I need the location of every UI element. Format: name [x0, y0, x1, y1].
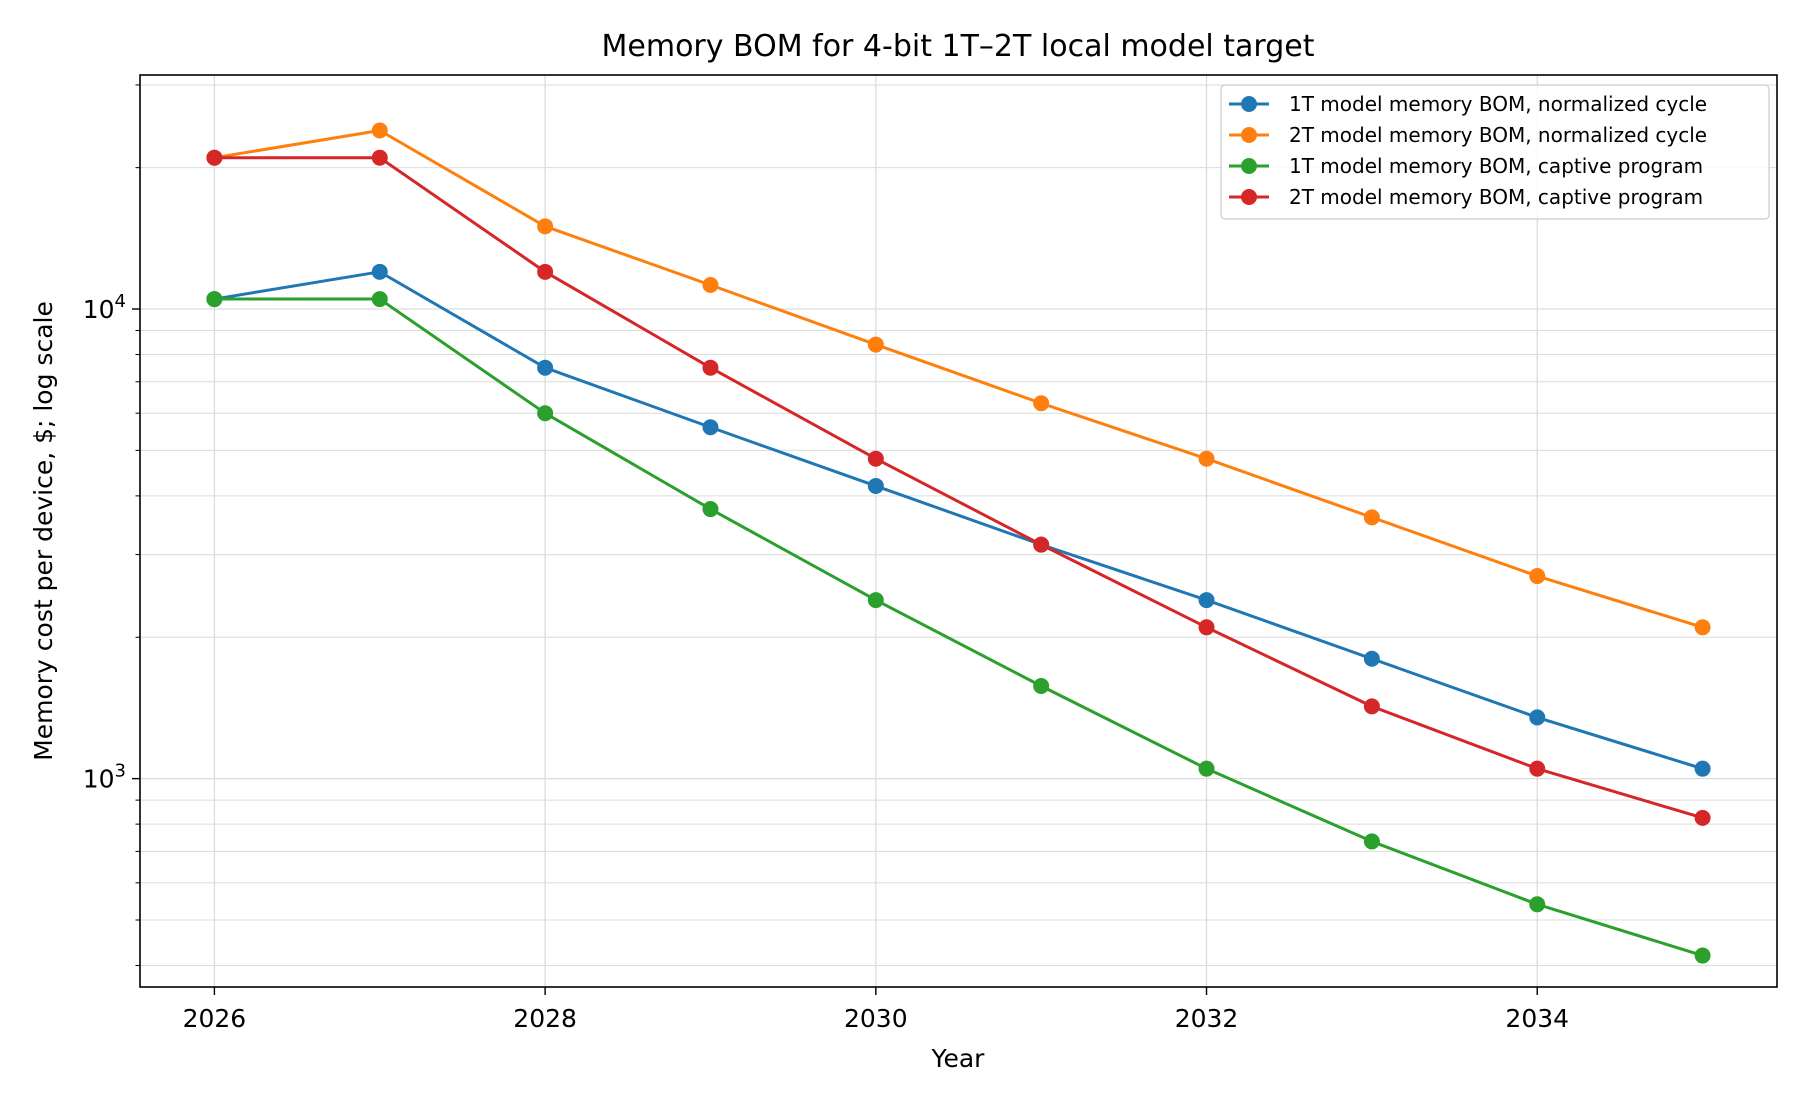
data-point [1198, 450, 1215, 467]
data-point [371, 263, 388, 280]
y-tick-label: 103 [83, 761, 126, 794]
data-point [867, 336, 884, 353]
series-line [214, 156, 1704, 820]
data-point [1694, 619, 1711, 636]
x-tick-label: 2026 [183, 1004, 247, 1033]
data-point [1529, 709, 1546, 726]
legend-marker [1241, 158, 1257, 174]
data-point [537, 359, 554, 376]
y-tick-label: 104 [83, 291, 126, 324]
series-line [214, 297, 1704, 957]
data-point [702, 501, 719, 518]
data-point [1198, 760, 1215, 777]
legend-item: 2T model memory BOM, captive program [1229, 185, 1703, 209]
data-point [1363, 833, 1380, 850]
x-tick-label: 2034 [1505, 1004, 1569, 1033]
data-point [867, 450, 884, 467]
data-point [1529, 760, 1546, 777]
x-axis: 2026 2028 2030 2032 2034 [183, 987, 1569, 1033]
series-4 [206, 149, 1711, 826]
x-tick-label: 2032 [1175, 1004, 1239, 1033]
series-layer [206, 122, 1711, 964]
grid-layer [140, 75, 1777, 987]
data-point [867, 592, 884, 609]
series-line [214, 128, 1704, 629]
legend-item: 1T model memory BOM, captive program [1229, 154, 1703, 178]
legend-marker [1241, 96, 1257, 112]
data-point [1198, 619, 1215, 636]
x-tick-label: 2028 [513, 1004, 577, 1033]
data-point [1529, 896, 1546, 913]
legend-box [1220, 84, 1770, 220]
data-point [1033, 395, 1050, 412]
data-point [1363, 509, 1380, 526]
data-point [1198, 592, 1215, 609]
data-point [1363, 698, 1380, 715]
data-point [371, 149, 388, 166]
data-point [702, 359, 719, 376]
data-point [537, 263, 554, 280]
series-line [214, 270, 1704, 771]
data-point [537, 218, 554, 235]
data-point [702, 276, 719, 293]
data-point [1694, 760, 1711, 777]
data-point [1363, 650, 1380, 667]
legend-label: 1T model memory BOM, normalized cycle [1289, 92, 1707, 116]
y-axis-label: Memory cost per device, $; log scale [29, 301, 58, 761]
data-point [537, 405, 554, 422]
series-3 [206, 291, 1711, 964]
legend: 1T model memory BOM, normalized cycle 2T … [1220, 84, 1770, 220]
chart-title: Memory BOM for 4-bit 1T–2T local model t… [602, 29, 1315, 64]
series-1 [206, 263, 1711, 777]
data-point [1694, 809, 1711, 826]
data-point [702, 419, 719, 436]
plot-frame [139, 74, 1778, 988]
legend-marker [1241, 189, 1257, 205]
data-point [1033, 536, 1050, 553]
y-axis: 103 104 [83, 84, 140, 967]
data-point [371, 291, 388, 308]
legend-label: 2T model memory BOM, normalized cycle [1289, 123, 1707, 147]
data-point [867, 477, 884, 494]
data-point [206, 149, 223, 166]
data-point [371, 122, 388, 139]
legend-marker [1241, 127, 1257, 143]
legend-label: 1T model memory BOM, captive program [1289, 154, 1703, 178]
data-point [1033, 677, 1050, 694]
data-point [1529, 568, 1546, 585]
x-axis-label: Year [931, 1044, 986, 1073]
legend-item: 1T model memory BOM, normalized cycle [1229, 92, 1707, 116]
data-point [206, 291, 223, 308]
data-point [1694, 947, 1711, 964]
legend-label: 2T model memory BOM, captive program [1289, 185, 1703, 209]
legend-item: 2T model memory BOM, normalized cycle [1229, 123, 1707, 147]
x-tick-label: 2030 [844, 1004, 908, 1033]
